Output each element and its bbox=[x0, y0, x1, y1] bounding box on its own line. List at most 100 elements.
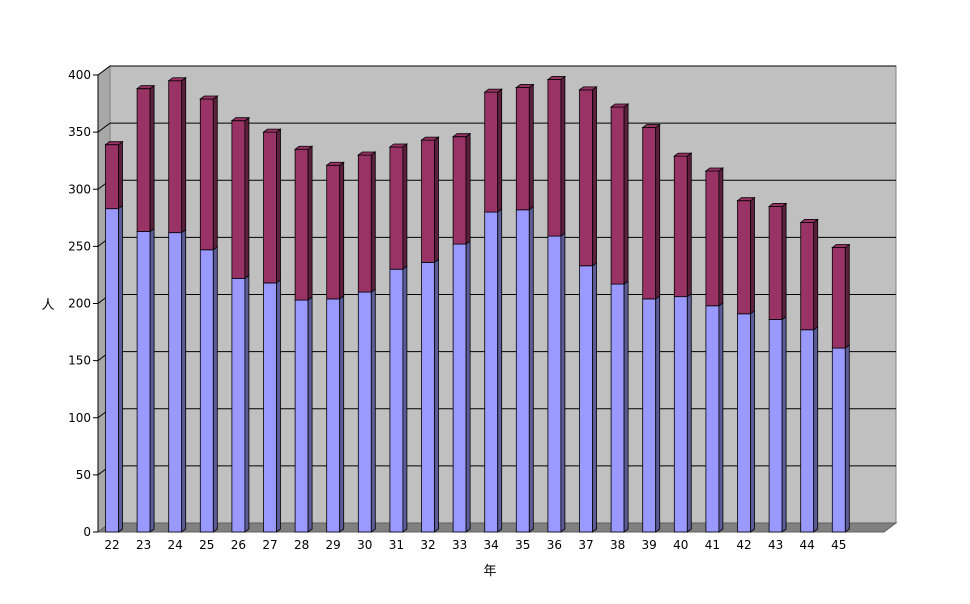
y-tick-label: 400 bbox=[68, 68, 91, 82]
y-tick-label: 250 bbox=[68, 239, 91, 253]
bar-top bbox=[135, 85, 156, 90]
bar-segment bbox=[610, 106, 625, 285]
bar-top bbox=[451, 133, 472, 138]
bar-segment-side bbox=[781, 315, 787, 533]
x-tick-label: 41 bbox=[705, 538, 720, 552]
x-tick-label: 33 bbox=[452, 538, 467, 552]
bar-segment-side bbox=[370, 151, 376, 293]
bar-segment bbox=[831, 247, 846, 349]
bar-segment bbox=[737, 313, 751, 533]
bar-top bbox=[704, 167, 725, 172]
x-tick-label: 45 bbox=[831, 538, 846, 552]
bar-segment bbox=[136, 231, 151, 533]
bar-segment-side bbox=[718, 167, 724, 307]
x-tick-label: 26 bbox=[231, 538, 246, 552]
bar-segment-side bbox=[276, 128, 281, 284]
bar-top bbox=[546, 76, 567, 80]
bar-segment bbox=[768, 205, 783, 320]
bar-segment bbox=[547, 235, 562, 533]
bar-segment-side bbox=[497, 208, 503, 533]
y-axis-ticks: 0 50 100 150 200 250 300 350 400 bbox=[68, 68, 99, 539]
x-tick-label: 24 bbox=[168, 538, 183, 552]
bar-segment-side bbox=[465, 132, 471, 245]
bar-segment bbox=[105, 144, 119, 210]
bar-segment bbox=[421, 139, 435, 263]
bar-segment bbox=[515, 209, 530, 533]
x-tick-label: 42 bbox=[736, 538, 751, 552]
bar-segment bbox=[579, 89, 593, 267]
bar-segment-side bbox=[844, 243, 850, 349]
bar-segment bbox=[231, 277, 246, 533]
x-tick-label: 36 bbox=[547, 538, 562, 552]
bar-segment-side bbox=[686, 292, 692, 533]
bar-top bbox=[388, 143, 409, 148]
bars bbox=[104, 75, 851, 533]
bar-top bbox=[673, 152, 693, 157]
bar-segment-side bbox=[592, 261, 597, 533]
bar-segment bbox=[547, 79, 562, 237]
bar-top bbox=[799, 218, 819, 223]
x-tick-label: 39 bbox=[642, 538, 657, 552]
bar-segment-side bbox=[307, 145, 313, 301]
bar-segment-side bbox=[750, 309, 755, 533]
x-tick-label: 29 bbox=[326, 538, 341, 552]
bar-top bbox=[831, 244, 851, 248]
bar-segment-side bbox=[118, 204, 123, 533]
bar-segment-side bbox=[307, 296, 313, 533]
bar-top bbox=[483, 88, 503, 93]
bar-top bbox=[736, 197, 756, 202]
bar-segment bbox=[673, 296, 688, 533]
bar-segment bbox=[168, 80, 183, 234]
bar-top bbox=[767, 202, 788, 207]
x-tick-label: 38 bbox=[610, 538, 625, 552]
x-tick-label: 43 bbox=[768, 538, 783, 552]
bar-segment bbox=[831, 347, 846, 533]
x-tick-label: 30 bbox=[357, 538, 372, 552]
bar-segment bbox=[389, 146, 404, 270]
x-tick-label: 37 bbox=[578, 538, 593, 552]
y-tick-label: 150 bbox=[68, 354, 91, 368]
x-tick-label: 44 bbox=[800, 538, 815, 552]
bar-segment bbox=[263, 131, 277, 284]
bar-top bbox=[293, 145, 314, 150]
bar-segment-side bbox=[244, 116, 250, 280]
bar-segment bbox=[705, 170, 720, 307]
bar-segment-side bbox=[686, 152, 692, 298]
bar-segment-side bbox=[781, 202, 787, 321]
gridline-side bbox=[97, 122, 111, 133]
bar-segment bbox=[199, 249, 214, 533]
bar-segment-side bbox=[623, 103, 629, 285]
x-tick-label: 35 bbox=[515, 538, 530, 552]
bar-top bbox=[420, 136, 440, 141]
y-tick-label: 300 bbox=[68, 182, 91, 196]
bar-segment bbox=[610, 283, 625, 533]
bar-segment-side bbox=[623, 280, 629, 533]
x-axis-ticks: 22 23 24 25 26 27 28 29 30 31 32 33 34 35 36 37 38 39 40 41… bbox=[104, 538, 846, 552]
bar-segment-side bbox=[339, 295, 345, 533]
bar-top bbox=[325, 161, 345, 166]
bar-segment bbox=[737, 200, 751, 315]
bar-segment-side bbox=[497, 88, 503, 213]
y-tick-label: 100 bbox=[68, 411, 91, 425]
bar-segment-side bbox=[149, 84, 155, 233]
bar-segment bbox=[642, 298, 657, 533]
bar-segment-side bbox=[212, 246, 218, 533]
bar-segment-side bbox=[813, 218, 819, 331]
bar-segment-side bbox=[434, 136, 439, 264]
bar-segment-side bbox=[181, 228, 187, 533]
bar-segment-side bbox=[402, 143, 408, 271]
bar-segment bbox=[800, 221, 815, 331]
bar-segment-side bbox=[655, 123, 661, 300]
bar-segment bbox=[452, 243, 467, 533]
bar-segment-side bbox=[844, 344, 850, 533]
gridline-side bbox=[97, 65, 111, 76]
bar-segment bbox=[389, 268, 404, 533]
bar-segment bbox=[484, 91, 499, 213]
x-tick-label: 25 bbox=[199, 538, 214, 552]
y-tick-label: 50 bbox=[76, 468, 91, 482]
bar-segment-side bbox=[244, 274, 250, 533]
bar-segment bbox=[231, 120, 246, 279]
bar-top bbox=[230, 117, 251, 122]
